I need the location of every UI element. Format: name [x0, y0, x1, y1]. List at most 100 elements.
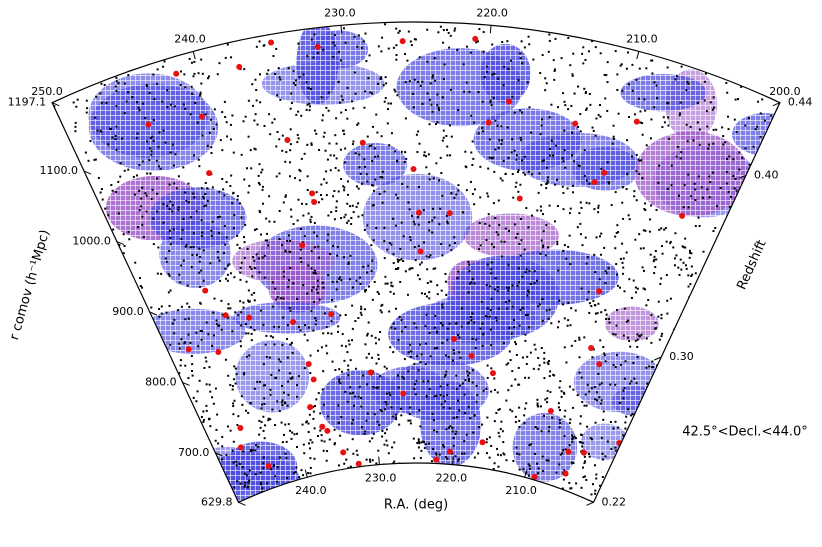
galaxy-dot — [252, 256, 255, 259]
galaxy-dot — [625, 67, 628, 70]
galaxy-dot — [633, 190, 636, 193]
galaxy-dot — [172, 164, 175, 167]
galaxy-dot — [737, 98, 740, 101]
galaxy-dot — [416, 274, 419, 277]
galaxy-dot — [189, 113, 192, 116]
galaxy-dot — [573, 92, 576, 95]
galaxy-dot — [312, 272, 315, 275]
galaxy-dot — [392, 46, 395, 49]
galaxy-dot — [225, 121, 228, 124]
galaxy-dot — [495, 231, 498, 234]
cluster-marker — [562, 470, 569, 477]
galaxy-dot — [232, 461, 235, 464]
galaxy-dot — [195, 400, 198, 403]
galaxy-dot — [242, 306, 245, 309]
galaxy-dot — [445, 134, 448, 137]
galaxy-dot — [381, 201, 384, 204]
galaxy-dot — [119, 162, 122, 165]
galaxy-dot — [485, 315, 488, 318]
galaxy-dot — [446, 383, 449, 386]
galaxy-dot — [413, 78, 416, 81]
galaxy-dot — [127, 230, 130, 233]
galaxy-dot — [525, 363, 528, 366]
galaxy-dot — [255, 89, 258, 92]
galaxy-dot — [396, 197, 399, 200]
galaxy-dot — [254, 78, 257, 81]
galaxy-dot — [216, 250, 219, 253]
galaxy-dot — [250, 332, 253, 335]
galaxy-dot — [414, 259, 417, 262]
galaxy-dot — [439, 393, 442, 396]
galaxy-dot — [202, 279, 205, 282]
galaxy-dot — [617, 231, 620, 234]
galaxy-dot — [351, 438, 354, 441]
galaxy-dot — [272, 54, 275, 57]
galaxy-dot — [245, 409, 248, 412]
galaxy-dot — [516, 171, 519, 174]
galaxy-dot — [479, 244, 482, 247]
cluster-marker — [572, 120, 579, 127]
galaxy-dot — [290, 215, 293, 218]
galaxy-dot — [654, 266, 657, 269]
galaxy-dot — [493, 420, 496, 423]
galaxy-dot — [207, 418, 210, 421]
galaxy-dot — [135, 137, 138, 140]
galaxy-dot — [253, 119, 256, 122]
galaxy-dot — [666, 312, 669, 315]
galaxy-dot — [178, 273, 181, 276]
galaxy-dot — [492, 156, 495, 159]
galaxy-dot — [344, 345, 347, 348]
galaxy-dot — [536, 404, 539, 407]
galaxy-dot — [619, 257, 622, 260]
galaxy-dot — [150, 153, 153, 156]
galaxy-dot — [357, 317, 360, 320]
galaxy-dot — [360, 308, 363, 311]
galaxy-dot — [376, 420, 379, 423]
galaxy-dot — [398, 29, 401, 32]
galaxy-dot — [394, 327, 397, 330]
galaxy-dot — [542, 230, 545, 233]
y2-tick — [654, 356, 662, 361]
galaxy-dot — [278, 456, 281, 459]
galaxy-dot — [450, 135, 453, 138]
galaxy-dot — [728, 205, 731, 208]
galaxy-dot — [426, 92, 429, 95]
galaxy-dot — [588, 202, 591, 205]
galaxy-dot — [505, 301, 508, 304]
galaxy-dot — [272, 305, 275, 308]
galaxy-dot — [429, 82, 432, 85]
galaxy-dot — [307, 86, 310, 89]
galaxy-dot — [514, 421, 517, 424]
galaxy-dot — [346, 86, 349, 89]
galaxy-dot — [454, 27, 457, 30]
galaxy-dot — [686, 80, 689, 83]
galaxy-dot — [604, 455, 607, 458]
galaxy-dot — [664, 227, 667, 230]
galaxy-dot — [559, 380, 562, 383]
galaxy-dot — [536, 209, 539, 212]
galaxy-dot — [302, 474, 305, 477]
y2-tick — [586, 501, 594, 506]
galaxy-dot — [694, 225, 697, 228]
galaxy-dot — [355, 279, 358, 282]
galaxy-dot — [248, 354, 251, 357]
galaxy-dot — [338, 277, 341, 280]
galaxy-dot — [119, 175, 122, 178]
galaxy-dot — [497, 453, 500, 456]
galaxy-dot — [386, 248, 389, 251]
galaxy-dot — [229, 184, 232, 187]
galaxy-dot — [499, 454, 502, 457]
galaxy-dot — [296, 133, 299, 136]
galaxy-dot — [464, 165, 467, 168]
galaxy-dot — [570, 104, 573, 107]
galaxy-dot — [557, 269, 560, 272]
cluster-region — [261, 62, 385, 105]
galaxy-dot — [423, 154, 426, 157]
y2-tick-label: 0.22 — [601, 495, 626, 508]
galaxy-dot — [413, 388, 416, 391]
galaxy-dot — [687, 206, 690, 209]
galaxy-dot — [253, 259, 256, 262]
galaxy-dot — [413, 362, 416, 365]
galaxy-dot — [212, 402, 215, 405]
galaxy-dot — [190, 265, 193, 268]
